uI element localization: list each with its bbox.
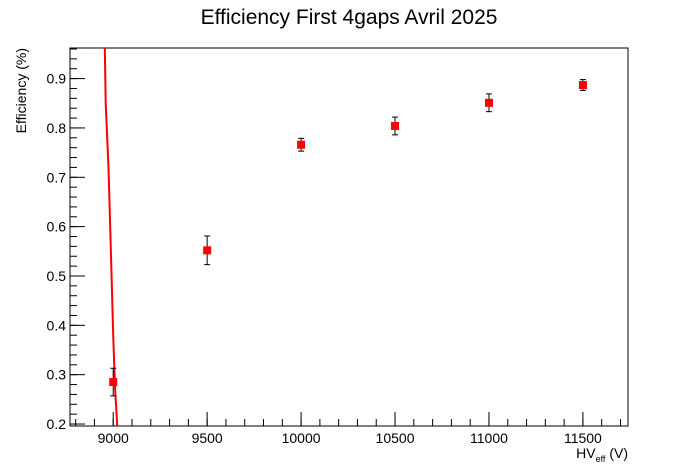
y-tick-label: 0.2 (47, 416, 67, 432)
y-axis: 0.2 0.3 0.4 0.5 0.6 0.7 0.8 0.9 (47, 48, 85, 432)
x-axis-label: HVeff (V) (576, 445, 628, 464)
data-point (391, 121, 400, 130)
data-points-group (109, 79, 587, 397)
x-axis: 9000 9500 10000 10500 11000 11500 (75, 412, 621, 446)
y-tick-label: 0.6 (47, 219, 67, 235)
x-tick-label: 9000 (98, 430, 129, 446)
data-point (578, 81, 587, 90)
chart-title: Efficiency First 4gaps Avril 2025 (201, 6, 498, 29)
plot-frame (69, 47, 629, 427)
data-point (297, 140, 306, 149)
x-tick-label: 9500 (192, 430, 223, 446)
y-tick-label: 0.5 (47, 268, 67, 284)
fit-curve-group (103, 47, 119, 427)
data-point (484, 98, 493, 107)
x-axis-label-unit: (V) (605, 445, 628, 461)
y-tick-label: 0.7 (47, 169, 67, 185)
x-tick-label: 11000 (470, 430, 508, 446)
x-tick-label: 11500 (564, 430, 602, 446)
y-tick-label: 0.8 (47, 120, 67, 136)
x-axis-label-main: HV (576, 445, 596, 461)
data-point (109, 378, 118, 387)
fit-curve-line (103, 47, 119, 427)
y-axis-label: Efficiency (%) (13, 48, 29, 133)
x-tick-label: 10000 (282, 430, 321, 446)
x-tick-label: 10500 (376, 430, 415, 446)
y-tick-label: 0.4 (47, 317, 67, 333)
data-point (203, 246, 212, 255)
y-tick-label: 0.9 (47, 71, 67, 87)
y-tick-label: 0.3 (47, 367, 67, 383)
x-axis-label-subscript: eff (596, 454, 606, 464)
